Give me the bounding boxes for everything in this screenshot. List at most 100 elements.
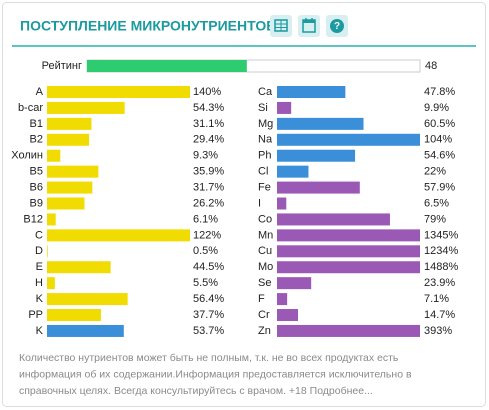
nutrient-value: 22% [424, 166, 446, 178]
nutrient-value: 60.5% [424, 118, 455, 130]
nutrient-name: A [36, 86, 44, 98]
nutrient-bar [47, 197, 85, 210]
nutrient-value: 5.5% [193, 277, 218, 289]
disclaimer: Количество нутриентов может быть не полн… [19, 352, 399, 364]
nutrient-value: 37.7% [193, 309, 224, 321]
rating-value: 48 [425, 60, 437, 72]
nutrient-name: D [35, 245, 43, 257]
nutrient-bar [277, 213, 390, 226]
nutrient-name: K [36, 293, 44, 305]
nutrient-bar [277, 245, 420, 258]
nutrient-bar [47, 101, 125, 114]
nutrient-name: B5 [30, 166, 43, 178]
nutrient-bar [277, 229, 420, 242]
nutrient-name: Zn [258, 325, 271, 337]
nutrient-bar [277, 181, 360, 194]
nutrient-value: 6.5% [424, 197, 449, 209]
nutrient-bar [47, 117, 92, 130]
nutrient-name: E [36, 261, 43, 273]
nutrient-bar [47, 229, 190, 242]
svg-text:?: ? [334, 21, 340, 32]
nutrient-bar [277, 149, 356, 162]
nutrient-bar [277, 309, 299, 322]
nutrient-value: 1234% [424, 245, 458, 257]
nutrient-bar [277, 86, 346, 98]
nutrient-bar [47, 133, 90, 146]
nutrient-name: B6 [30, 181, 43, 193]
nutrient-value: 56.4% [193, 293, 224, 305]
rating-label: Рейтинг [42, 60, 82, 72]
nutrient-value: 7.1% [424, 293, 449, 305]
nutrient-bar [47, 86, 190, 98]
nutrient-value: 57.9% [424, 181, 455, 193]
nutrient-name: Si [258, 102, 268, 114]
nutrient-bar [277, 101, 292, 114]
nutrient-bar [47, 181, 93, 194]
nutrient-bar [47, 245, 48, 258]
nutrient-value: 140% [193, 86, 221, 98]
nutrient-name: B12 [23, 213, 43, 225]
calendar-button[interactable] [298, 15, 320, 37]
table-button[interactable] [270, 15, 292, 37]
nutrient-bar [47, 277, 55, 290]
disclaimer: информация об их содержании.Информация п… [19, 368, 412, 380]
nutrient-name: F [258, 293, 265, 305]
nutrient-name: Mo [258, 261, 273, 273]
nutrient-name: Cu [258, 245, 272, 257]
disclaimer: справочных целях. Всегда консультируйтес… [19, 385, 373, 397]
nutrient-value: 54.6% [424, 150, 455, 162]
nutrient-value: 44.5% [193, 261, 224, 273]
nutrient-name: b-car [18, 102, 43, 114]
nutrient-name: C [35, 229, 43, 241]
nutrient-value: 6.1% [193, 213, 218, 225]
nutrient-name: I [258, 197, 261, 209]
nutrient-value: 1488% [424, 261, 458, 273]
nutrient-value: 29.4% [193, 134, 224, 146]
nutrient-value: 14.7% [424, 309, 455, 321]
nutrient-bar [277, 261, 420, 274]
nutrient-value: 393% [424, 325, 452, 337]
nutrient-bar [277, 133, 420, 146]
nutrient-value: 53.7% [193, 325, 224, 337]
nutrient-bar [47, 213, 56, 226]
nutrient-bar [47, 324, 124, 337]
help-button[interactable]: ? [326, 15, 348, 37]
nutrient-name: Cl [258, 166, 268, 178]
nutrient-bar [47, 309, 101, 322]
nutrient-name: H [35, 277, 43, 289]
nutrient-name: Na [258, 134, 273, 146]
nutrient-bar [277, 293, 288, 306]
nutrient-name: Mg [258, 118, 273, 130]
nutrient-name: Mn [258, 229, 273, 241]
nutrient-name: Co [258, 213, 272, 225]
nutrient-value: 47.8% [424, 86, 455, 98]
nutrient-value: 35.9% [193, 166, 224, 178]
nutrient-name: Se [258, 277, 271, 289]
nutrient-bar [47, 149, 61, 162]
nutrient-name: K [36, 325, 44, 337]
nutrient-value: 9.9% [424, 102, 449, 114]
nutrient-name: B1 [30, 118, 43, 130]
nutrient-bar [277, 165, 309, 178]
nutrient-value: 9.3% [193, 150, 218, 162]
nutrient-value: 104% [424, 134, 452, 146]
rating-bar [87, 60, 247, 72]
nutrient-name: B9 [30, 197, 43, 209]
nutrient-value: 79% [424, 213, 446, 225]
widget-title: ПОСТУПЛЕНИЕ МИКРОНУТРИЕНТОВ [20, 18, 276, 34]
nutrient-bar [277, 324, 420, 337]
nutrient-name: Холин [11, 150, 43, 162]
nutrient-name: Ca [258, 86, 273, 98]
nutrient-value: 54.3% [193, 102, 224, 114]
nutrient-bar [47, 165, 99, 178]
nutrient-value: 0.5% [193, 245, 218, 257]
nutrient-name: Cr [258, 309, 270, 321]
nutrient-name: PP [28, 309, 43, 321]
nutrient-name: Fe [258, 181, 271, 193]
nutrient-name: Ph [258, 150, 271, 162]
nutrient-value: 23.9% [424, 277, 455, 289]
nutrient-bar [277, 117, 364, 130]
nutrient-bar [47, 293, 128, 306]
nutrient-value: 26.2% [193, 197, 224, 209]
